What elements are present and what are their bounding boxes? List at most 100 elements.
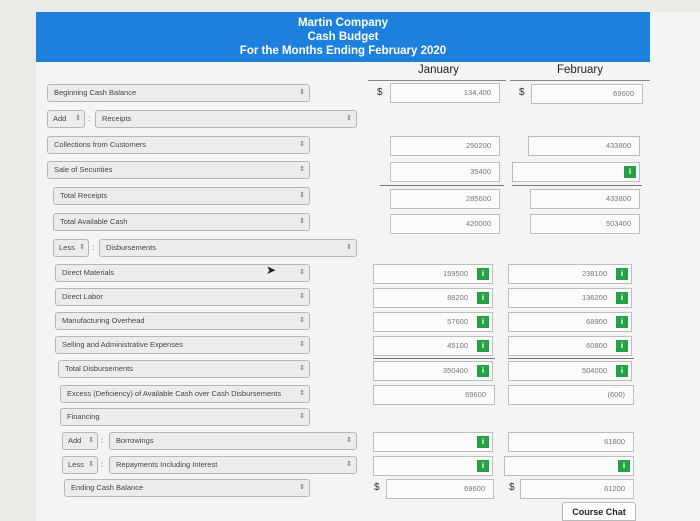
feb-excess-input[interactable]: (600): [508, 385, 634, 405]
info-icon[interactable]: i: [624, 166, 636, 178]
feb-currency-symbol: $: [519, 87, 525, 98]
select-arrow-icon: ⇕: [346, 461, 352, 468]
select-arrow-icon: ⇕: [79, 244, 85, 251]
add-operator-select[interactable]: Add ⇕: [47, 110, 85, 128]
column-header-february: February: [557, 64, 604, 76]
ending-cash-select[interactable]: Ending Cash Balance ⇕: [64, 479, 310, 497]
jan-borrowings-input[interactable]: i: [373, 432, 493, 452]
info-icon[interactable]: i: [477, 460, 489, 472]
colon-separator: :: [92, 243, 95, 252]
excess-deficiency-select[interactable]: Excess (Deficiency) of Available Cash ov…: [60, 385, 310, 403]
select-arrow-icon: ⇕: [299, 89, 305, 96]
subtotal-rule: [380, 185, 504, 186]
select-arrow-icon: ⇕: [299, 293, 305, 300]
beginning-cash-select[interactable]: Beginning Cash Balance ⇕: [47, 84, 310, 102]
jan-sale-securities-input[interactable]: 35400: [390, 162, 500, 182]
feb-manufacturing-overhead-input[interactable]: 68900 i: [508, 312, 632, 332]
info-icon[interactable]: i: [616, 365, 628, 377]
colon-separator: :: [101, 436, 104, 445]
feb-sale-securities-input[interactable]: i: [512, 162, 640, 182]
feb-direct-materials-input[interactable]: 238100 i: [508, 264, 632, 284]
february-underline: [510, 80, 650, 81]
budget-title: Cash Budget: [307, 31, 379, 43]
borrowings-operator-select[interactable]: Add ⇕: [62, 432, 98, 450]
jan-direct-labor-input[interactable]: 88200 i: [373, 288, 493, 308]
info-icon[interactable]: i: [477, 365, 489, 377]
subtotal-rule: [373, 358, 495, 359]
feb-selling-admin-input[interactable]: 60800 i: [508, 336, 632, 356]
jan-selling-admin-input[interactable]: 45100 i: [373, 336, 493, 356]
feb-collections-input[interactable]: 433800: [528, 136, 640, 156]
select-arrow-icon: ⇕: [75, 115, 81, 122]
select-arrow-icon: ⇕: [299, 365, 305, 372]
info-icon[interactable]: i: [477, 316, 489, 328]
select-arrow-icon: ⇕: [88, 461, 94, 468]
jan-excess-input[interactable]: 69600: [373, 385, 495, 405]
company-name: Martin Company: [297, 17, 389, 29]
select-arrow-icon: ⇕: [346, 244, 352, 251]
feb-total-disbursements-input[interactable]: 504000 i: [508, 361, 632, 381]
less-operator-select[interactable]: Less ⇕: [53, 239, 89, 257]
budget-period: For the Months Ending February 2020: [239, 45, 447, 57]
select-arrow-icon: ⇕: [346, 437, 352, 444]
info-icon[interactable]: i: [616, 340, 628, 352]
select-arrow-icon: ⇕: [299, 341, 305, 348]
info-icon[interactable]: i: [477, 292, 489, 304]
repayments-select[interactable]: Repayments Including Interest ⇕: [109, 456, 357, 474]
course-chat-button[interactable]: Course Chat: [562, 502, 636, 521]
mouse-cursor-icon: ➤: [266, 263, 277, 277]
jan-total-receipts-input[interactable]: 285600: [390, 189, 500, 209]
jan-beginning-cash-input[interactable]: 134,400: [390, 83, 500, 103]
subtotal-rule: [512, 185, 642, 186]
total-available-select[interactable]: Total Available Cash ⇕: [53, 213, 310, 231]
jan-total-available-input[interactable]: 420000: [390, 214, 500, 234]
info-icon[interactable]: i: [618, 460, 630, 472]
total-disbursements-select[interactable]: Total Disbursements ⇕: [58, 360, 310, 378]
select-arrow-icon: ⇕: [299, 484, 305, 491]
selling-admin-select[interactable]: Selling and Administrative Expenses ⇕: [55, 336, 310, 354]
jan-direct-materials-input[interactable]: 159500 i: [373, 264, 493, 284]
jan-total-disbursements-input[interactable]: 350400 i: [373, 361, 493, 381]
info-icon[interactable]: i: [616, 316, 628, 328]
receipts-header-select[interactable]: Receipts ⇕: [95, 110, 357, 128]
jan-manufacturing-overhead-input[interactable]: 57600 i: [373, 312, 493, 332]
collections-select[interactable]: Collections from Customers ⇕: [47, 136, 310, 154]
info-icon[interactable]: i: [477, 268, 489, 280]
select-arrow-icon: ⇕: [299, 390, 305, 397]
info-icon[interactable]: i: [477, 436, 489, 448]
disbursements-header-select[interactable]: Disbursements ⇕: [99, 239, 357, 257]
feb-beginning-cash-input[interactable]: 69600: [531, 84, 643, 104]
colon-separator: :: [88, 114, 91, 123]
info-icon[interactable]: i: [477, 340, 489, 352]
info-icon[interactable]: i: [616, 268, 628, 280]
select-arrow-icon: ⇕: [299, 269, 305, 276]
jan-collections-input[interactable]: 250200: [390, 136, 500, 156]
feb-currency-symbol: $: [509, 482, 515, 493]
feb-total-available-input[interactable]: 503400: [530, 214, 640, 234]
feb-total-receipts-input[interactable]: 433800: [530, 189, 640, 209]
select-arrow-icon: ⇕: [346, 115, 352, 122]
jan-repayments-input[interactable]: i: [373, 456, 493, 476]
repayments-operator-select[interactable]: Less ⇕: [62, 456, 98, 474]
financing-select[interactable]: Financing ⇕: [60, 408, 310, 426]
budget-header: Martin Company Cash Budget For the Month…: [36, 12, 650, 62]
select-arrow-icon: ⇕: [299, 192, 305, 199]
manufacturing-overhead-select[interactable]: Manufacturing Overhead ⇕: [55, 312, 310, 330]
jan-currency-symbol: $: [377, 87, 383, 98]
jan-ending-cash-input[interactable]: 69600: [386, 479, 494, 499]
feb-repayments-input[interactable]: i: [504, 456, 634, 476]
feb-ending-cash-input[interactable]: 61200: [520, 479, 634, 499]
borrowings-select[interactable]: Borrowings ⇕: [109, 432, 357, 450]
feb-direct-labor-input[interactable]: 136200 i: [508, 288, 632, 308]
select-arrow-icon: ⇕: [88, 437, 94, 444]
january-underline: [368, 80, 506, 81]
select-arrow-icon: ⇕: [299, 166, 305, 173]
direct-materials-select[interactable]: Direct Materials ⇕: [55, 264, 310, 282]
total-receipts-select[interactable]: Total Receipts ⇕: [53, 187, 310, 205]
colon-separator: :: [101, 460, 104, 469]
sale-securities-select[interactable]: Sale of Securities ⇕: [47, 161, 310, 179]
direct-labor-select[interactable]: Direct Labor ⇕: [55, 288, 310, 306]
select-arrow-icon: ⇕: [299, 413, 305, 420]
feb-borrowings-input[interactable]: 61800: [508, 432, 634, 452]
info-icon[interactable]: i: [616, 292, 628, 304]
